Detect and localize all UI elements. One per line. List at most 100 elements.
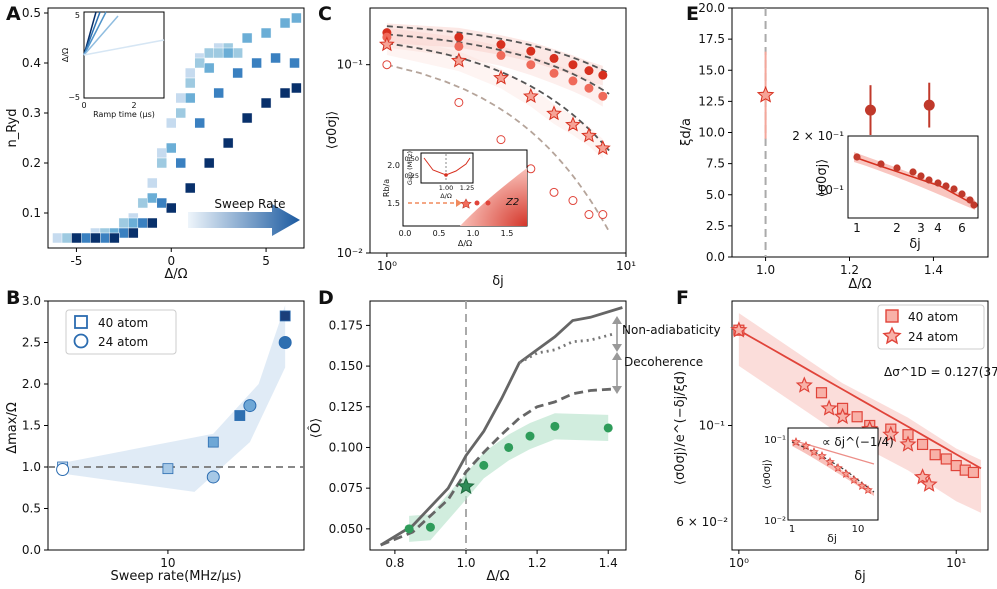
y-tick-label: 0.100 [329,440,363,454]
inset-point [841,469,851,479]
data-point-light [496,50,506,60]
y-tick-label: 3.0 [22,294,41,308]
panel-f-inset-xtick-10: 10 [852,524,865,535]
inset-point [863,485,873,495]
data-point-24 [833,407,852,425]
panel-e: E 1.0 1.2 1.4 0.0 2.5 5.0 7.5 10.0 12.5 15.0 17.5 2… [679,1,989,292]
x-tick-label: 10⁰ [729,556,749,570]
inset-point [925,176,933,184]
inset-point [833,463,843,473]
panel-c-inset-ylabel: Rb/a [382,179,391,197]
data-point [90,232,101,244]
panel-e-inset-fit [853,156,976,206]
y-tick-label: 17.5 [698,32,725,46]
data-point-24 [243,399,257,413]
panel-f-legend-40: 40 atom [908,310,958,324]
data-point [251,57,262,69]
data-point-24 [913,468,932,485]
gap-xtick-125: 1.25 [460,184,474,192]
y-tick-label: 0.125 [329,400,363,414]
panel-b-legend [65,309,177,355]
arrow-non-adiabaticity-down [612,344,622,352]
data-point [260,97,272,109]
y-tick-label: 1.0 [22,460,41,474]
data-point [504,442,514,452]
data-point [128,217,139,229]
panel-f-inset-ytick-1e-1: 10⁻¹ [764,435,786,446]
annotation-decoherence: Decoherence [624,355,703,369]
inset-point [958,190,966,198]
panel-a-data: -5 0 5 0.1 0.2 0.3 0.4 0.5 [22,6,302,268]
data-point [923,99,935,111]
inset-point [934,179,942,187]
panel-c-xlabel: δj [492,274,504,289]
x-tick-label: 10 [160,556,175,570]
data-point [71,232,82,244]
gap-curve [423,157,471,176]
data-point-star [565,116,581,132]
data-point-star [457,477,475,495]
data-point [404,524,414,534]
data-point-open [382,60,392,70]
data-point [203,62,215,74]
y-tick-label: 2.5 [22,336,41,350]
data-point [222,137,234,149]
y-tick-label: 0.5 [22,502,41,516]
data-point [184,77,196,89]
panel-e-inset-xtick-1: 1 [853,221,861,235]
data-point-light [549,68,559,78]
x-tick-label: 0.8 [385,556,404,570]
data-point [147,217,158,229]
y-tick-label: 0.0 [22,543,41,557]
panel-f-data: 10⁰ 10¹ 10⁻¹ [699,313,982,570]
panel-a-inset-lines [83,11,165,56]
data-point [175,92,186,104]
panel-e-ylabel: ξd/a [679,118,694,146]
panel-b-legend-40: 40 atom [98,316,148,330]
data-point [603,423,613,433]
data-point-open [598,210,608,220]
data-point [425,522,435,532]
inset-point [917,172,925,180]
data-point-light [568,76,578,86]
data-point [156,147,168,159]
y-tick-label: 15.0 [698,63,725,77]
data-point-open [496,135,506,145]
data-point-light [526,60,536,70]
panel-f-inset-ylabel: ⟨σ0σj⟩ [762,459,773,489]
data-point [166,117,177,129]
data-point-light [454,41,464,51]
data-point [279,17,291,29]
panel-c-fit-line [386,63,610,232]
data-point-40 [851,411,863,423]
data-point [549,53,559,63]
panel-b-data: 10 0.0 0.5 1.0 1.5 2.0 2.5 3.0 [22,294,304,570]
y-tick-label: 0.150 [329,359,363,373]
data-point [213,87,224,99]
data-point [194,117,205,129]
panel-c-inset-xtick-00: 0.0 [399,229,412,238]
data-point [80,232,92,244]
data-point-light [598,91,608,101]
data-point [598,70,608,80]
panel-a-ylabel: n_Ryd [5,108,20,147]
data-point [241,32,253,44]
panel-c-band [386,27,603,107]
data-point [156,157,168,169]
data-point [279,87,291,99]
gap-xtick-100: 1.00 [439,184,453,192]
panel-e-inset-ylabel: ⟨σ0σj⟩ [815,159,830,198]
data-point-open [584,210,594,220]
panel-c-ylabel: ⟨σ0σj⟩ [325,111,340,150]
panel-e-inset-xlabel: δj [909,237,921,252]
panel-f: F 10⁰ 10¹ 10⁻¹ δj ⟨σ0σj⟩/e^(−δj/ξd) 40 ato… [673,287,997,584]
panel-f-ylabel: ⟨σ0σj⟩/e^(−δj/ξd) [673,371,688,485]
arrow-non-adiabaticity-up [612,316,622,324]
panel-c-inset-xtick-15: 1.5 [501,229,514,238]
panel-d-line-solid [379,306,623,547]
data-point-star [756,85,775,103]
panel-e-inset-points [853,153,978,209]
panel-f-inset-points [791,437,873,495]
data-point-star [522,87,539,103]
